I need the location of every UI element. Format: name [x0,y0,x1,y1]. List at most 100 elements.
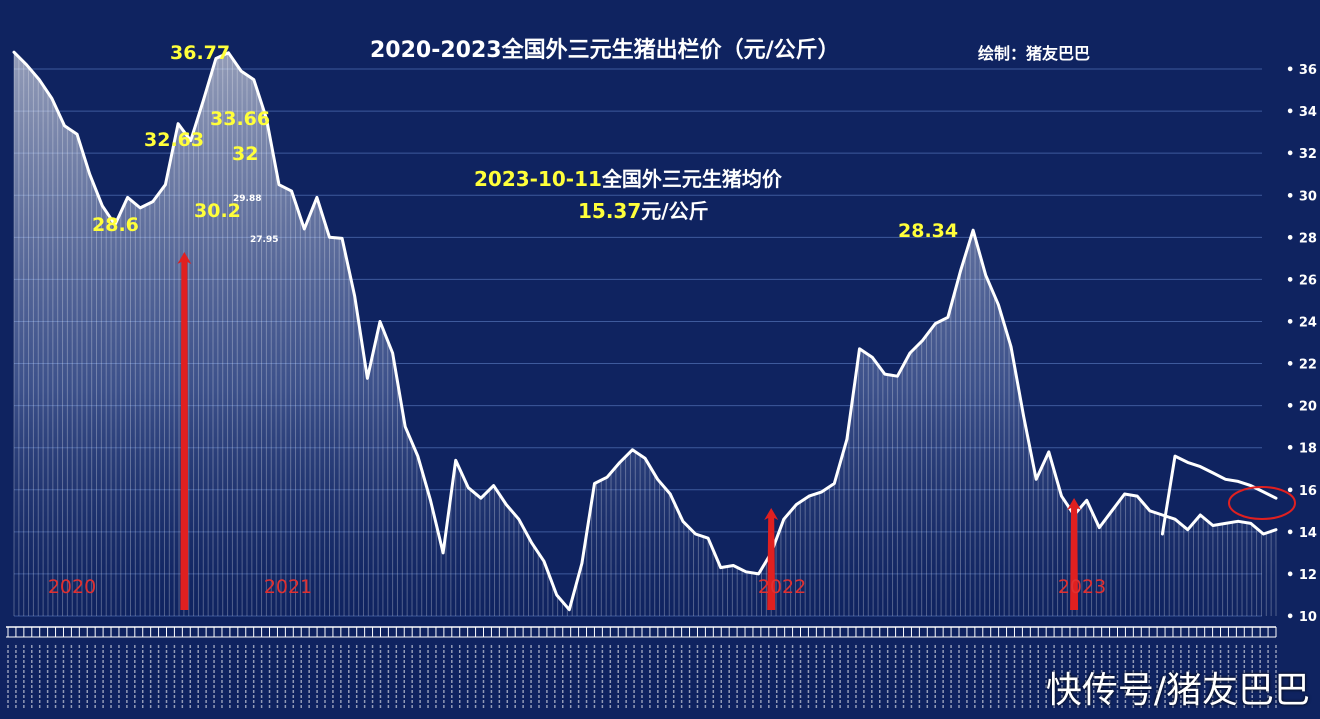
note-text: 全国外三元生猪均价 [601,167,782,191]
watermark: 快传号/猪友巴巴 [1045,670,1310,711]
data-point [1199,465,1202,468]
data-point [492,484,495,487]
data-point [593,482,596,485]
note-headline: 2023-10-11全国外三元生猪均价 [474,163,782,192]
data-point [277,183,281,186]
data-point [1274,496,1278,500]
value-annotation: 28.6 [92,214,139,236]
data-point [946,316,950,319]
data-point [303,227,306,231]
note-unit: 元/公斤 [641,199,709,223]
data-point [113,223,117,226]
data-point [239,69,243,73]
data-point [1186,461,1189,464]
data-point [517,518,520,521]
data-point [1009,345,1013,348]
value-annotations: 36.77 33.66 32.63 32 28.6 30.229.88 27.95 28.34 [92,42,958,245]
data-point [214,57,218,60]
y-tick-label: • 12 [1286,568,1317,583]
data-point [88,173,91,176]
data-point [1236,520,1240,523]
data-point [252,78,255,81]
data-point [1186,528,1189,531]
red-arrow [764,508,779,610]
chart-title: 2020-2023全国外三元生猪出栏价（元/公斤） [370,38,840,63]
y-tick-label: • 10 [1286,610,1317,625]
y-tick-label: • 18 [1286,442,1317,457]
data-point [1211,471,1215,475]
value-annotation: 32 [232,143,258,165]
data-point [139,206,142,210]
data-point [732,564,735,567]
data-point [340,237,344,240]
data-point [126,196,129,199]
y-tick-label: • 32 [1286,147,1317,162]
data-point [1236,480,1240,483]
data-point [50,97,54,100]
data-point [1161,532,1164,536]
data-point [782,518,786,521]
y-tick-label: • 30 [1286,189,1317,204]
data-point [1249,484,1252,487]
data-point [984,274,987,277]
red-arrow [177,252,192,610]
data-point [870,356,874,359]
data-point [845,438,849,441]
vertical-hatch [13,52,1277,616]
data-point [555,593,558,597]
data-point [391,351,394,355]
data-point [1224,478,1227,481]
data-point [719,566,722,569]
data-point [504,503,508,506]
year-label: 2022 [758,576,806,598]
data-point [807,494,811,498]
data-point [1123,492,1126,496]
data-point [38,78,41,81]
data-point [1262,490,1265,494]
year-label: 2021 [264,576,312,598]
data-point [971,228,975,232]
area-fill-path [14,52,1276,616]
data-point [164,183,167,186]
data-point [542,560,546,563]
data-point [290,189,293,193]
data-point [416,454,420,458]
data-point [429,499,432,502]
data-point [265,117,268,120]
data-point [202,99,205,102]
data-point [568,608,571,611]
data-point [605,475,609,479]
data-point [404,425,407,428]
data-point [706,536,710,540]
data-point [353,295,356,298]
data-point [1173,454,1177,458]
data-point [366,377,369,380]
year-label: 2020 [48,576,96,598]
data-point [12,51,16,54]
data-point [441,551,445,555]
data-point [25,63,28,67]
data-point [1211,524,1215,527]
data-point [643,457,647,460]
note-value-line: 15.37元/公斤 [578,195,709,224]
data-point [921,339,924,342]
data-point [858,347,861,351]
y-tick-label: • 28 [1286,231,1317,246]
data-point [1085,499,1088,502]
data-point [227,51,230,55]
data-point [656,478,659,481]
area-fill [14,52,1276,616]
data-point [820,490,823,494]
data-point [530,541,533,544]
data-point [1249,522,1252,525]
data-point [908,351,912,355]
data-point [744,570,748,574]
data-point [896,374,899,378]
value-annotation: 29.88 [233,194,261,204]
data-point [1022,414,1025,418]
value-annotation: 30.2 [194,200,241,222]
data-point [1262,532,1265,536]
value-annotation: 33.66 [210,108,270,130]
data-point [1224,522,1227,525]
data-point [631,448,634,452]
